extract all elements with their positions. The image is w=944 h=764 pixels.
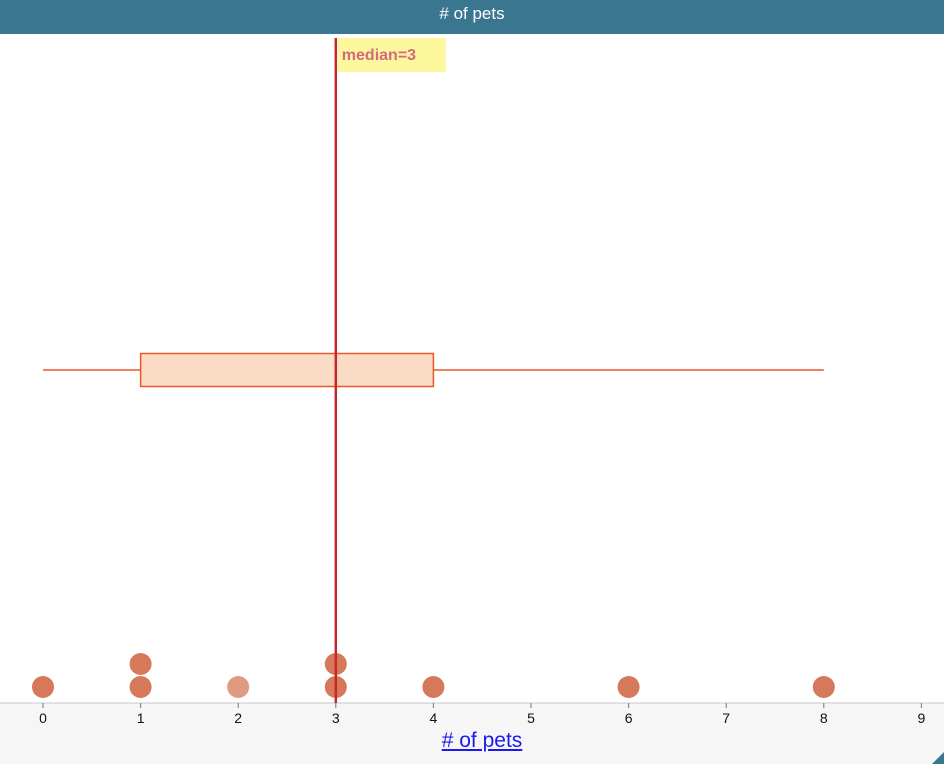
x-tick-label: 9 [918, 710, 926, 726]
x-tick-label: 3 [332, 710, 340, 726]
x-tick-label: 8 [820, 710, 828, 726]
median-label-background [337, 38, 446, 72]
x-tick-label: 2 [234, 710, 242, 726]
chart-title: # of pets [0, 0, 944, 34]
x-tick-label: 7 [722, 710, 730, 726]
x-tick-label: 4 [430, 710, 438, 726]
data-point [32, 676, 54, 698]
resize-handle[interactable] [932, 752, 944, 764]
x-tick-label: 1 [137, 710, 145, 726]
x-tick-label: 0 [39, 710, 47, 726]
x-tick-label: 5 [527, 710, 535, 726]
x-axis-area [0, 703, 944, 764]
data-point [422, 676, 445, 698]
data-point [812, 676, 835, 698]
data-point [617, 676, 640, 698]
boxplot-box [139, 352, 435, 388]
x-axis-title[interactable]: # of pets [441, 729, 523, 752]
data-point [129, 676, 152, 698]
data-point [227, 676, 250, 698]
x-tick-label: 6 [625, 710, 633, 726]
median-label: median=3 [342, 47, 416, 64]
data-point [129, 653, 152, 675]
